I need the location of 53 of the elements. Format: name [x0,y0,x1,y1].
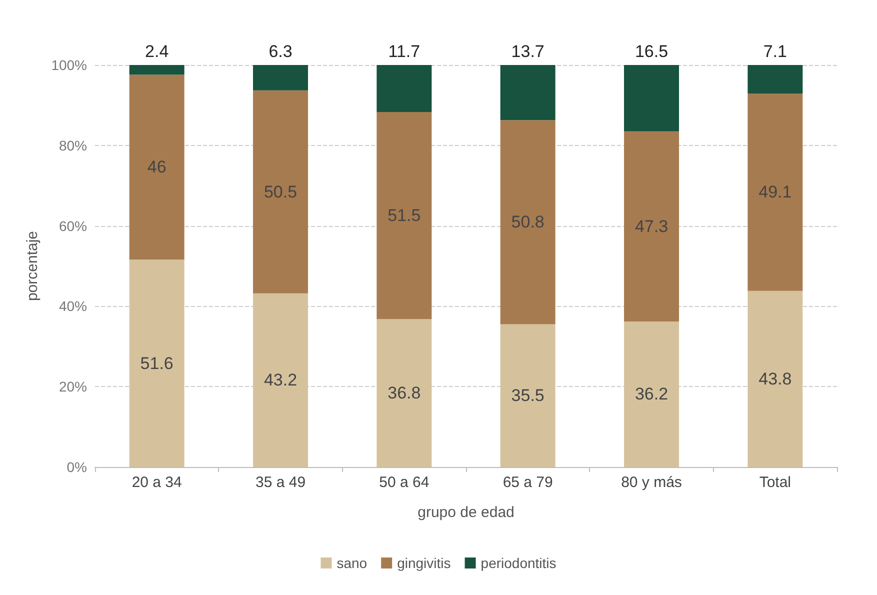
y-tick-label: 100% [51,57,87,73]
bar [253,293,308,467]
data-label: 47.3 [634,216,668,236]
data-label: 11.7 [388,42,420,61]
data-label: 16.5 [634,42,668,61]
y-tick-label: 0% [66,459,87,475]
bar [748,290,803,467]
data-label: 43.8 [758,369,792,388]
x-tick-label: 80 y más [621,474,682,491]
data-label: 46 [147,158,166,177]
data-label: 13.7 [511,42,544,61]
y-tick-label: 20% [58,378,87,395]
bar [748,65,803,94]
data-label: 51.6 [140,354,174,373]
bar [500,65,556,120]
data-label: 50.5 [264,182,298,202]
bar [624,321,679,467]
bar [376,65,432,112]
bar [748,94,803,291]
x-axis-title: grupo de edad [418,504,514,521]
data-label: 7.1 [763,42,787,61]
x-tick-label: 20 a 34 [132,474,182,491]
bar [624,65,679,132]
bar [376,112,432,320]
data-label: 50.8 [511,212,544,232]
y-tick-label: 60% [58,218,87,234]
data-label: 36.2 [634,384,668,404]
data-label: 2.4 [145,42,169,61]
y-tick-label: 80% [58,137,87,154]
data-label: 49.1 [758,182,792,202]
bar [500,324,556,467]
bar [253,65,308,90]
x-tick-label: 65 a 79 [502,474,553,491]
bar [129,74,184,260]
data-label: 36.8 [388,384,421,403]
data-label: 51.5 [388,206,421,226]
y-axis-title: porcentaje [24,230,41,302]
legend-label: gingivitis [397,555,451,571]
data-label: 43.2 [264,370,298,390]
x-tick-label: 50 a 64 [379,474,430,491]
data-label: 35.5 [511,386,544,406]
bar [253,90,308,294]
bar [129,65,184,75]
legend-label: sano [336,555,368,571]
data-label: 6.3 [268,42,292,61]
bar [376,319,432,467]
legend-label: periodontitis [480,555,556,571]
x-tick-label: Total [759,474,792,491]
bar [129,260,184,467]
bar [500,120,556,324]
x-tick-label: 35 a 49 [255,474,306,491]
y-tick-label: 40% [58,298,87,314]
bar [624,131,679,322]
